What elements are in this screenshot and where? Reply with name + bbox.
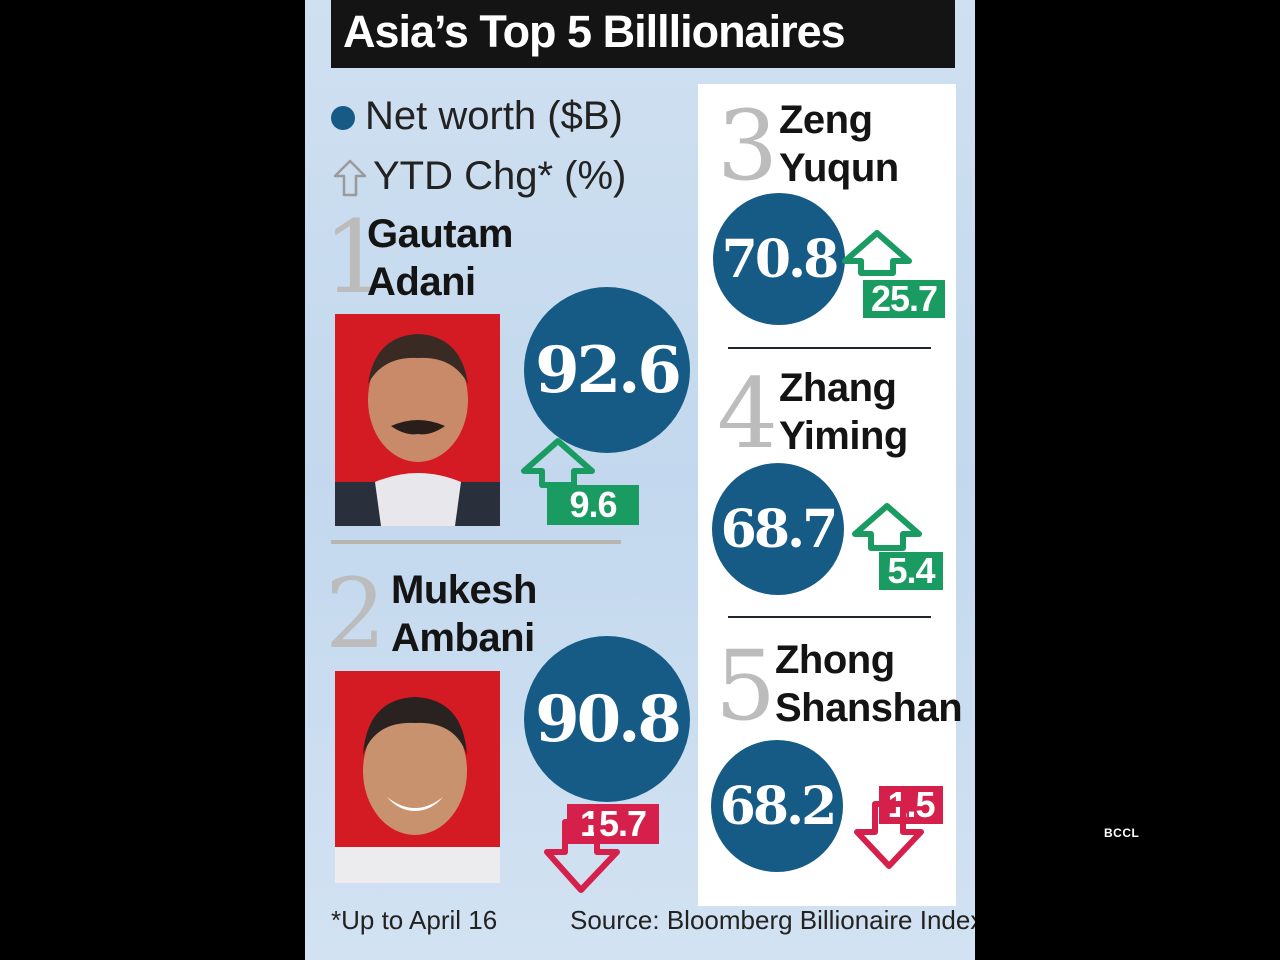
- rank-number: 5: [715, 630, 777, 742]
- net-worth-dot-icon: [331, 106, 355, 131]
- last-name: Shanshan: [775, 686, 963, 730]
- last-name: Yuqun: [779, 146, 899, 190]
- portrait-photo: [335, 314, 500, 526]
- person-silhouette-icon: [335, 697, 500, 883]
- down-arrow-icon: [544, 819, 620, 893]
- divider: [728, 347, 931, 349]
- billionaire-name: Zeng Yuqun: [779, 96, 899, 192]
- portrait-photo: [335, 671, 500, 883]
- up-arrow-icon: [842, 230, 912, 276]
- legend-ytd: YTD Chg* (%): [331, 154, 626, 199]
- ytd-change-badge: 9.6: [547, 484, 639, 525]
- net-worth-bubble: 90.8: [524, 636, 690, 802]
- last-name: Ambani: [391, 616, 535, 660]
- source-credit: Source: Bloomberg Billionaire Index: [570, 905, 975, 935]
- page-title: Asia’s Top 5 Billlionaires: [343, 6, 846, 57]
- last-name: Adani: [367, 260, 476, 304]
- footnote: *Up to April 16: [331, 905, 498, 935]
- ytd-change-badge: 25.7: [863, 278, 945, 319]
- first-name: Zhong: [775, 638, 895, 682]
- first-name: Zeng: [779, 98, 873, 142]
- divider: [331, 540, 621, 544]
- rank-number: 4: [717, 358, 779, 470]
- up-arrow-icon: [852, 503, 922, 551]
- up-arrow-icon: [521, 438, 595, 488]
- down-arrow-icon: [854, 801, 924, 869]
- legend-net-worth: Net worth ($B): [331, 94, 623, 139]
- net-worth-bubble: 70.8: [713, 193, 845, 325]
- legend-ytd-label: YTD Chg* (%): [373, 154, 627, 198]
- first-name: Mukesh: [391, 568, 537, 612]
- title-bar: Asia’s Top 5 Billlionaires: [331, 0, 955, 68]
- billionaire-name: Zhang Yiming: [779, 364, 908, 460]
- rank-number: 1: [323, 199, 387, 316]
- last-name: Yiming: [779, 414, 908, 458]
- billionaire-name: Mukesh Ambani: [391, 566, 537, 662]
- billionaire-name: Gautam Adani: [367, 210, 513, 306]
- watermark: BCCL: [1104, 826, 1140, 840]
- person-silhouette-icon: [335, 334, 500, 526]
- first-name: Gautam: [367, 212, 513, 256]
- rank-number: 3: [717, 90, 779, 202]
- legend-net-worth-label: Net worth ($B): [365, 94, 623, 138]
- ytd-change-badge: 5.4: [879, 550, 943, 591]
- net-worth-bubble: 68.7: [712, 463, 844, 595]
- net-worth-bubble: 68.2: [711, 740, 843, 872]
- divider: [728, 616, 931, 618]
- infographic-panel: Asia’s Top 5 Billlionaires Net worth ($B…: [305, 0, 975, 960]
- up-arrow-outline-icon: [333, 160, 367, 197]
- billionaire-name: Zhong Shanshan: [775, 636, 963, 732]
- rank-number: 2: [325, 558, 387, 670]
- net-worth-bubble: 92.6: [524, 287, 690, 453]
- first-name: Zhang: [779, 366, 897, 410]
